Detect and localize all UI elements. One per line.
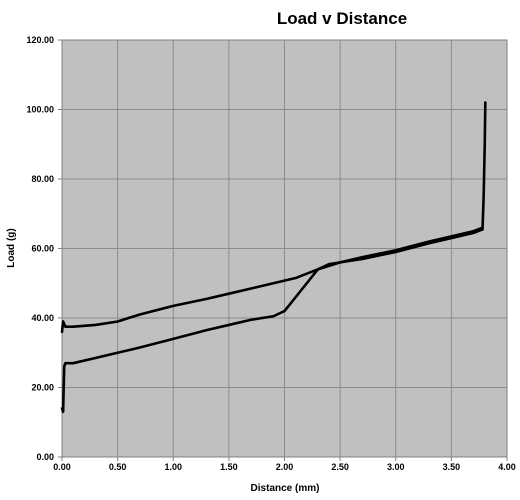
gridlines (62, 40, 507, 457)
y-tick-label: 60.00 (31, 244, 54, 254)
tick-labels: 0.00 0.50 1.00 1.50 2.00 2.50 3.00 3.50 4.00 0.00… (26, 35, 515, 472)
y-tick-label: 20.00 (31, 383, 54, 393)
x-tick-label: 0.00 (53, 462, 71, 472)
x-axis-label: Distance (mm) (251, 483, 320, 494)
series-lines (60, 101, 487, 414)
y-tick-label: 0.00 (36, 452, 54, 462)
series-line-1 (60, 228, 484, 414)
x-tick-label: 2.00 (276, 462, 294, 472)
x-tick-label: 3.00 (387, 462, 405, 472)
y-tick-label: 120.00 (26, 35, 54, 45)
y-tick-label: 40.00 (31, 313, 54, 323)
y-tick-label: 100.00 (26, 105, 54, 115)
x-tick-label: 2.50 (331, 462, 349, 472)
x-tick-label: 3.50 (443, 462, 461, 472)
series-line-2 (60, 226, 484, 334)
x-tick-label: 1.00 (164, 462, 182, 472)
series-line-3 (481, 101, 487, 231)
x-tick-label: 0.50 (109, 462, 127, 472)
y-tick-label: 80.00 (31, 174, 54, 184)
x-tick-label: 1.50 (220, 462, 238, 472)
x-tick-label: 4.00 (498, 462, 516, 472)
y-axis-label: Load (g) (6, 228, 17, 267)
chart-title: Load v Distance (277, 9, 407, 28)
